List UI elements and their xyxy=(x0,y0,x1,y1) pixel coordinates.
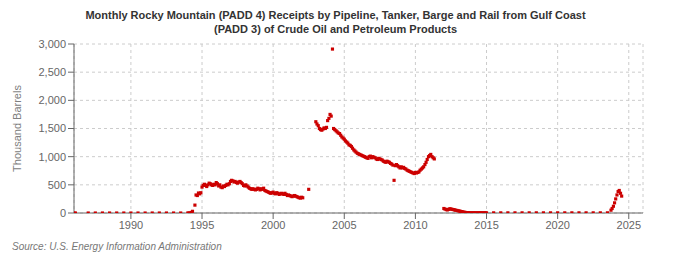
svg-text:2010: 2010 xyxy=(403,219,427,231)
html-text:Source: U.S. Energy Informatio: Source: U.S. Energy Information Administ… xyxy=(12,241,222,252)
svg-text:1990: 1990 xyxy=(119,219,143,231)
svg-text:2,500: 2,500 xyxy=(38,66,66,78)
svg-text:2005: 2005 xyxy=(332,219,356,231)
svg-text:2,000: 2,000 xyxy=(38,94,66,106)
svg-text:0: 0 xyxy=(60,207,66,219)
svg-text:3,000: 3,000 xyxy=(38,38,66,50)
svg-text:500: 500 xyxy=(48,179,66,191)
svg-text:1,500: 1,500 xyxy=(38,122,66,134)
svg-text:1,000: 1,000 xyxy=(38,151,66,163)
svg-text:2015: 2015 xyxy=(474,219,498,231)
svg-text:2020: 2020 xyxy=(545,219,569,231)
html-text:Monthly Rocky Mountain (PADD 4: Monthly Rocky Mountain (PADD 4) Receipts… xyxy=(85,9,586,21)
html-text:(PADD 3) of Crude Oil and Petr: (PADD 3) of Crude Oil and Petroleum Prod… xyxy=(214,23,457,35)
svg-text:2000: 2000 xyxy=(261,219,285,231)
svg-text:1995: 1995 xyxy=(190,219,214,231)
svg-text:Thousand Barrels: Thousand Barrels xyxy=(11,85,23,172)
svg-text:2025: 2025 xyxy=(617,219,641,231)
